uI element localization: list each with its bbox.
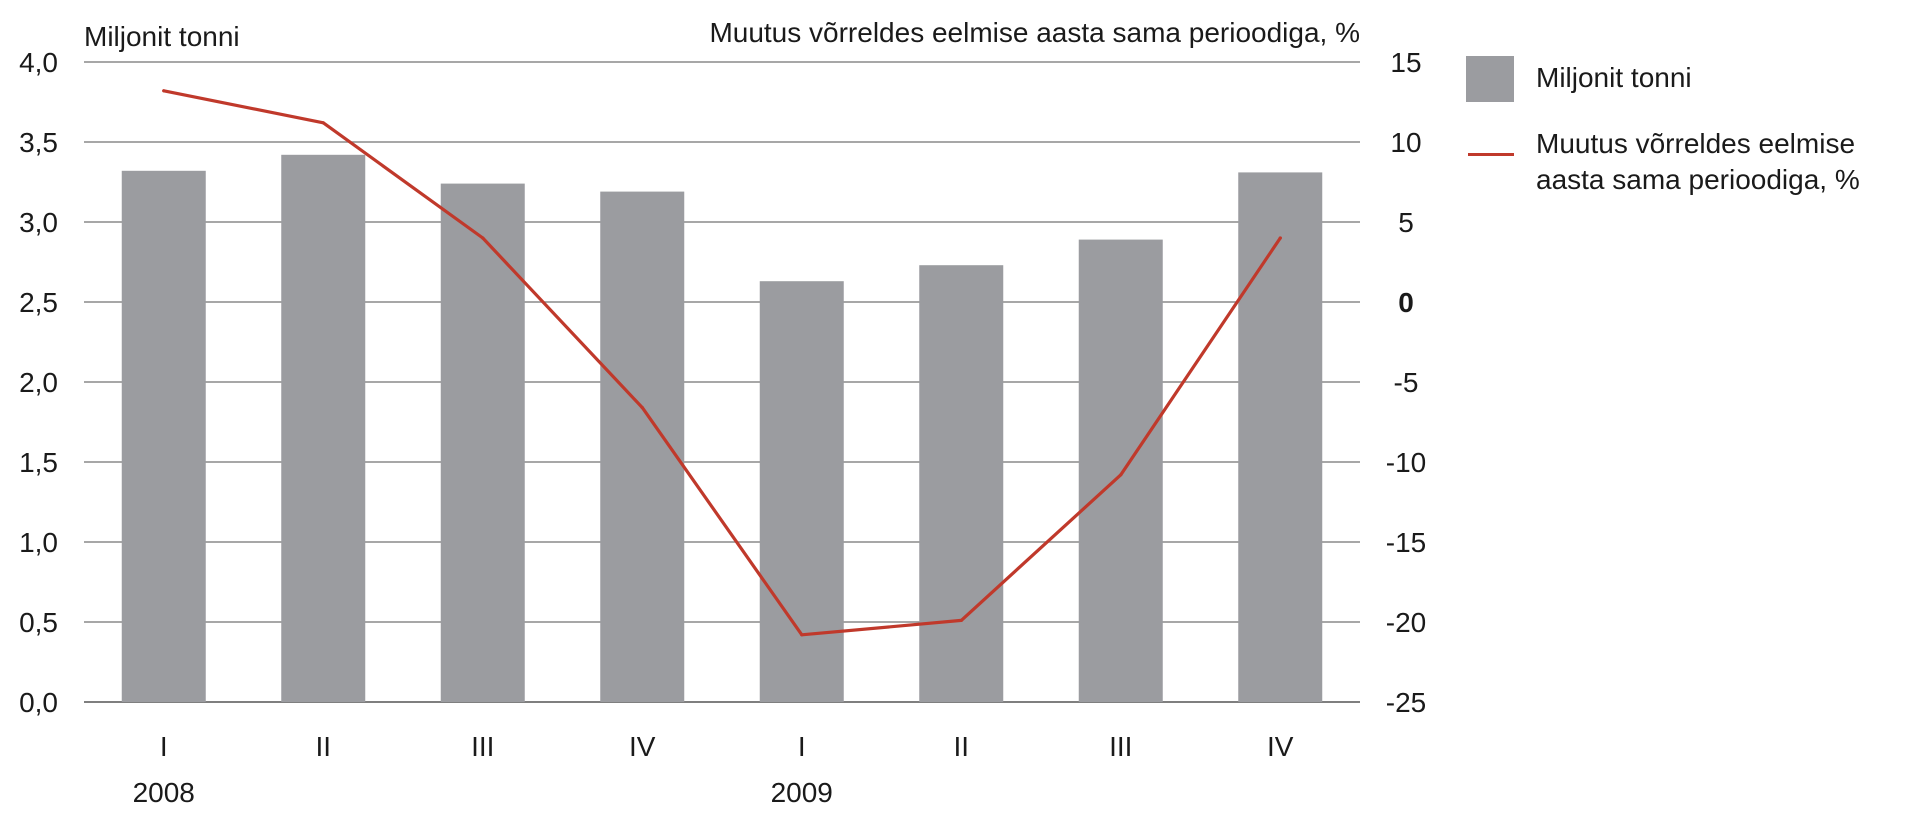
legend-swatch-line (1468, 153, 1514, 156)
bar (759, 281, 844, 702)
right-tick-label: 0 (1398, 287, 1414, 318)
bar (121, 170, 206, 703)
line-point (640, 406, 644, 410)
x-tick-label: IV (1267, 731, 1294, 762)
left-tick-label: 3,0 (19, 207, 58, 238)
x-tick-label: II (953, 731, 969, 762)
left-axis-ticks: 0,0 0,5 1,0 1,5 2,0 2,5 3,0 3,5 4,0 (19, 47, 58, 718)
line-point (1278, 236, 1282, 240)
right-tick-label: -10 (1386, 447, 1426, 478)
line-path (162, 89, 1282, 637)
left-tick-label: 1,5 (19, 447, 58, 478)
line-point (321, 121, 325, 125)
x-tick-label: I (160, 731, 168, 762)
legend-item-line: Muutus võrreldes eelmise aasta sama peri… (1466, 126, 1906, 198)
legend-item-bars: Miljonit tonni (1466, 56, 1906, 102)
x-tick-label: III (1109, 731, 1132, 762)
legend-label-line: Muutus võrreldes eelmise aasta sama peri… (1536, 128, 1860, 195)
bar-series (121, 154, 1323, 703)
bar (1238, 172, 1323, 702)
x-tick-label: I (798, 731, 806, 762)
right-tick-label: 5 (1398, 207, 1414, 238)
year-label: 2009 (771, 777, 833, 808)
right-tick-label: -25 (1386, 687, 1426, 718)
gridlines (84, 61, 1360, 703)
legend: Miljonit tonni Muutus võrreldes eelmise … (1466, 56, 1906, 222)
left-tick-label: 0,5 (19, 607, 58, 638)
bar (281, 154, 366, 703)
x-tick-label: II (315, 731, 331, 762)
right-tick-label: -20 (1386, 607, 1426, 638)
line-point (1119, 473, 1123, 477)
bar (919, 265, 1004, 702)
right-tick-label: 10 (1390, 127, 1421, 158)
right-tick-label: -5 (1394, 367, 1419, 398)
x-tick-label: III (471, 731, 494, 762)
bar (440, 183, 525, 703)
left-tick-label: 1,0 (19, 527, 58, 558)
bar (1078, 239, 1163, 702)
right-axis-ticks: -25 -20 -15 -10 -5 0 5 10 15 (1386, 47, 1426, 718)
line-point (481, 236, 485, 240)
left-tick-label: 2,5 (19, 287, 58, 318)
year-label: 2008 (133, 777, 195, 808)
line-point (162, 89, 166, 93)
left-tick-label: 2,0 (19, 367, 58, 398)
legend-label-bars: Miljonit tonni (1536, 62, 1692, 93)
legend-swatch-bar (1466, 56, 1514, 102)
left-tick-label: 0,0 (19, 687, 58, 718)
right-tick-label: 15 (1390, 47, 1421, 78)
line-point (959, 618, 963, 623)
right-tick-label: -15 (1386, 527, 1426, 558)
x-tick-label: IV (629, 731, 656, 762)
left-axis-title: Miljonit tonni (84, 21, 240, 52)
line-series (162, 89, 1282, 637)
left-tick-label: 3,5 (19, 127, 58, 158)
right-axis-title: Muutus võrreldes eelmise aasta sama peri… (709, 17, 1360, 48)
left-tick-label: 4,0 (19, 47, 58, 78)
line-point (800, 633, 804, 637)
